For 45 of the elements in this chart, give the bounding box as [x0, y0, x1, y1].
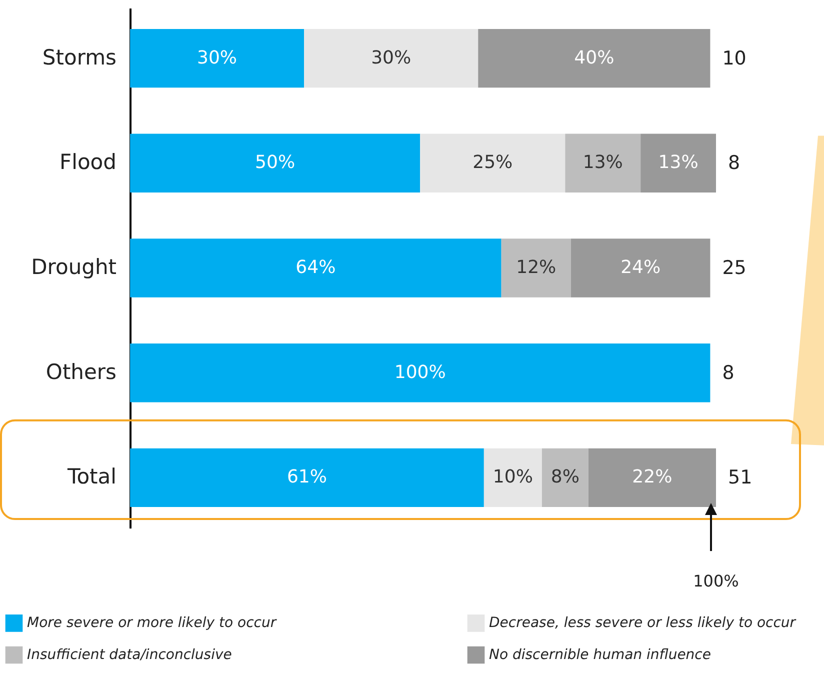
text: 25	[722, 257, 746, 279]
data-label: 24%	[620, 257, 661, 278]
y-tick-label: Drought	[31, 255, 116, 279]
bar	[484, 448, 542, 508]
y-tick-label: Others	[46, 360, 116, 384]
legend-label: Insufficient data/inconclusive	[27, 647, 232, 663]
data-label: 30%	[197, 47, 238, 68]
bar	[304, 28, 478, 88]
legend-label: More severe or more likely to occur	[27, 615, 278, 632]
y-tick-label: Storms	[42, 45, 116, 70]
data-label: 50%	[255, 152, 296, 174]
data-label: 61%	[286, 466, 327, 488]
bar	[130, 28, 304, 88]
data-label: 10%	[492, 466, 533, 488]
bar	[570, 238, 710, 298]
bar	[478, 28, 710, 88]
data-label: 13%	[582, 152, 623, 174]
legend-label: No discernible human influence	[489, 647, 711, 663]
data-label: 30%	[371, 47, 412, 68]
bar	[565, 134, 641, 193]
data-label: 8%	[550, 466, 580, 488]
y-tick-label: Total	[66, 464, 116, 489]
text: 10	[722, 47, 746, 70]
text: 8	[722, 362, 734, 384]
text: 8	[728, 152, 740, 174]
data-label: 64%	[296, 257, 336, 278]
legend-label: Decrease, less severe or less likely to occur	[489, 615, 797, 632]
bar	[542, 448, 588, 508]
bar	[130, 343, 710, 402]
bar	[130, 134, 420, 193]
data-label: 12%	[516, 257, 556, 278]
data-label: 13%	[658, 152, 698, 174]
data-label: 100%	[394, 362, 446, 383]
bar	[420, 134, 566, 193]
text: 51	[728, 466, 752, 489]
data-label: 22%	[632, 466, 672, 488]
data-label: 25%	[472, 152, 513, 174]
bar	[130, 448, 484, 508]
data-label: 40%	[574, 47, 614, 68]
bar	[588, 448, 716, 508]
bar	[130, 238, 502, 298]
bar	[501, 238, 571, 298]
text: 100%	[693, 572, 739, 591]
y-tick-label: Flood	[60, 150, 116, 174]
bar	[640, 134, 716, 193]
